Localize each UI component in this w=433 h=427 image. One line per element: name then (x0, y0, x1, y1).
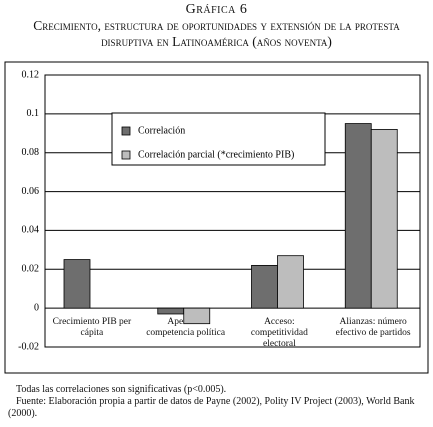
y-tick-label: 0.12 (22, 69, 40, 80)
bar (183, 307, 211, 325)
y-tick-label: 0.02 (22, 264, 40, 275)
header: Gráfica 6 Crecimiento, estructura de opo… (0, 2, 433, 50)
legend-label: Correlación parcial (*crecimiento PIB) (138, 149, 294, 160)
y-tick-label: 0.08 (22, 147, 40, 158)
y-tick-label: 0 (34, 302, 39, 313)
x-tick-label: Crecimiento PIB per cápita (52, 317, 132, 339)
x-tick-label: Acceso: competitividad electoral (250, 317, 308, 350)
y-tick-label: 0.04 (22, 225, 40, 236)
x-tick-label-box: Alianzas: número efectivo de partidos (335, 317, 411, 339)
x-tick-label: Alianzas: número efectivo de partidos (335, 317, 411, 339)
bar (251, 264, 278, 309)
y-tick-label: -0.02 (18, 341, 39, 352)
notes: Todas las correlaciones son significativ… (8, 384, 428, 420)
legend-label: Correlación (138, 125, 185, 136)
bar (344, 123, 372, 309)
chart-frame (4, 61, 429, 374)
x-tick-label-box: Acceso: competitividad electoral (250, 317, 308, 350)
legend-box (111, 112, 326, 166)
legend-swatch (121, 150, 131, 160)
chart: -0.02 0 0.02 0.04 0.06 0.08 0.1 0.12 Crecimiento… (4, 61, 429, 374)
bar (277, 255, 304, 309)
bar (370, 128, 398, 309)
note: Fuente: Elaboración propia a partir de d… (8, 396, 415, 419)
x-tick-label-box: Crecimiento PIB per cápita (52, 317, 132, 339)
chart-subtitle: Crecimiento, estructura de oportunidades… (33, 18, 400, 49)
bar (63, 259, 91, 309)
bar (157, 307, 185, 315)
y-tick-label: 0.1 (27, 108, 40, 119)
legend-swatch (121, 126, 131, 136)
chart-title: Gráfica 6 (185, 2, 248, 17)
y-tick-label: 0.06 (22, 186, 40, 197)
note: Todas las correlaciones son significativ… (16, 384, 227, 395)
